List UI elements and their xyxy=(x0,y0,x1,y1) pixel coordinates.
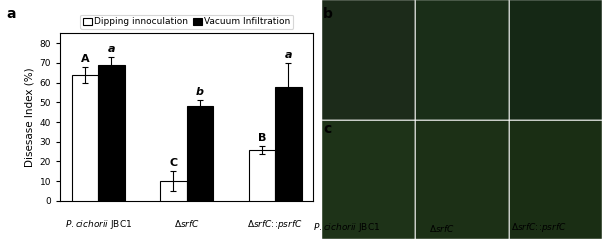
FancyBboxPatch shape xyxy=(415,120,509,239)
Text: b: b xyxy=(196,87,204,98)
Text: $\Delta$$\it{srfC}$::$\it{psrfC}$: $\Delta$$\it{srfC}$::$\it{psrfC}$ xyxy=(511,221,566,234)
Text: $\it{P. cichorii}$ JBC1: $\it{P. cichorii}$ JBC1 xyxy=(312,221,380,234)
Legend: Dipping innoculation, Vacuum Infiltration: Dipping innoculation, Vacuum Infiltratio… xyxy=(80,15,293,29)
Text: a: a xyxy=(108,44,115,54)
Y-axis label: Disesase Index (%): Disesase Index (%) xyxy=(24,67,34,167)
Text: C: C xyxy=(169,158,178,168)
Bar xyxy=(98,65,125,201)
Bar xyxy=(249,150,275,201)
Text: $\Delta$$\it{srfC}$::$\it{psrfC}$: $\Delta$$\it{srfC}$::$\it{psrfC}$ xyxy=(247,218,303,232)
Text: a: a xyxy=(6,7,16,21)
Text: b: b xyxy=(323,7,333,21)
Text: $\it{P. cichorii}$ JBC1: $\it{P. cichorii}$ JBC1 xyxy=(64,218,132,232)
Bar xyxy=(187,106,213,201)
FancyBboxPatch shape xyxy=(415,0,509,120)
FancyBboxPatch shape xyxy=(322,0,415,120)
Text: B: B xyxy=(258,133,266,143)
FancyBboxPatch shape xyxy=(322,120,415,239)
Text: $\Delta$$\it{srfC}$: $\Delta$$\it{srfC}$ xyxy=(173,218,200,229)
Text: a: a xyxy=(285,50,292,60)
FancyBboxPatch shape xyxy=(509,120,602,239)
Bar xyxy=(275,87,302,201)
Text: c: c xyxy=(323,122,332,136)
Text: $\Delta$$\it{srfC}$: $\Delta$$\it{srfC}$ xyxy=(429,223,456,234)
Text: A: A xyxy=(81,54,89,64)
Bar xyxy=(72,75,98,201)
FancyBboxPatch shape xyxy=(509,0,602,120)
Bar xyxy=(160,181,187,201)
